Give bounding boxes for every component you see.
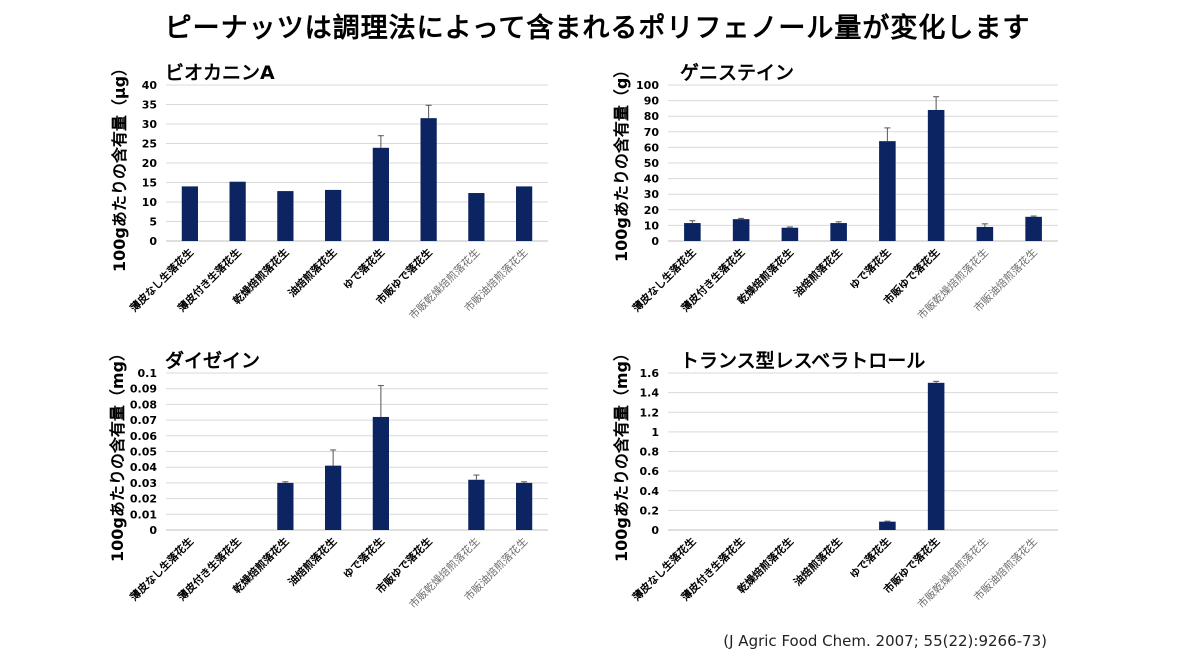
bar bbox=[181, 186, 198, 241]
bar bbox=[229, 181, 246, 241]
bar bbox=[516, 186, 533, 241]
y-tick-label: 0.02 bbox=[130, 493, 157, 506]
y-tick-label: 0.6 bbox=[640, 465, 660, 478]
chart-panel-daidzein: ダイゼイン 100gあたりの含有量（mg） 0 0.01 0.02 0.03 0.04 0… bbox=[0, 340, 590, 630]
y-tick-label: 40 bbox=[644, 173, 660, 186]
x-tick-label: 油焙煎落花生 bbox=[791, 535, 845, 589]
bar bbox=[372, 147, 389, 241]
bar bbox=[277, 191, 294, 241]
bar bbox=[684, 223, 701, 241]
y-tick-label: 0 bbox=[651, 235, 659, 248]
y-tick-label: 60 bbox=[644, 141, 660, 154]
y-tick-label: 1.6 bbox=[640, 367, 660, 380]
citation: (J Agric Food Chem. 2007; 55(22):9266-73… bbox=[723, 632, 1047, 650]
bar bbox=[516, 482, 533, 530]
bar bbox=[277, 482, 294, 530]
bar bbox=[468, 479, 485, 530]
bar bbox=[420, 118, 437, 241]
chart-title: ビオカニンA bbox=[165, 62, 275, 84]
y-tick-label: 0.04 bbox=[130, 461, 157, 474]
y-tick-label: 0.07 bbox=[130, 414, 157, 427]
y-tick-label: 0.8 bbox=[640, 446, 660, 459]
y-tick-label: 25 bbox=[142, 138, 157, 151]
y-tick-label: 100 bbox=[636, 79, 659, 92]
y-tick-label: 30 bbox=[142, 118, 158, 131]
y-tick-label: 0.03 bbox=[130, 477, 157, 490]
y-tick-label: 40 bbox=[142, 79, 158, 92]
y-tick-label: 0.08 bbox=[130, 398, 157, 411]
y-tick-label: 0.2 bbox=[640, 504, 660, 517]
bar-chart: 0510152025303540薄皮なし生落花生薄皮付き生落花生乾燥焙煎落花生油… bbox=[127, 79, 548, 322]
x-tick-label: ゆで落花生 bbox=[847, 535, 894, 582]
chart-panel-trans-resveratrol: トランス型レスベラトロール 100gあたりの含有量（mg） 0 0.2 0.4 0.6… bbox=[598, 340, 1188, 630]
bar-chart: 0 0.01 0.02 0.03 0.04 0.05 0.06 0.07 0.08 0.09 0.1… bbox=[127, 367, 548, 611]
bar bbox=[830, 223, 847, 241]
bar bbox=[325, 465, 342, 530]
x-tick-label: 油焙煎落花生 bbox=[286, 535, 340, 589]
bar bbox=[927, 382, 945, 530]
y-tick-label: 10 bbox=[142, 196, 158, 209]
y-tick-label: 0 bbox=[149, 524, 157, 537]
y-tick-label: 15 bbox=[142, 177, 157, 190]
bar bbox=[372, 416, 389, 530]
x-tick-label: ゆで落花生 bbox=[847, 246, 894, 293]
y-tick-label: 0 bbox=[149, 235, 157, 248]
y-tick-label: 0 bbox=[651, 524, 659, 537]
chart-title: ダイゼイン bbox=[165, 350, 261, 372]
y-tick-label: 50 bbox=[644, 157, 660, 170]
chart-panel-genistein: ゲニステイン 100gあたりの含有量（g） 0 10 20 30 40 50 60 70 80 9… bbox=[598, 50, 1188, 340]
chart-panel-biochanin-a: ビオカニンA 100gあたりの含有量（μg） 0 5 10 15 20 25 30 35 40 薄… bbox=[0, 50, 590, 340]
y-tick-label: 0.05 bbox=[130, 446, 157, 459]
y-tick-label: 1.4 bbox=[640, 387, 660, 400]
y-tick-label: 10 bbox=[644, 219, 660, 232]
bar bbox=[927, 109, 945, 242]
bar bbox=[732, 219, 750, 241]
bar bbox=[879, 141, 896, 241]
y-tick-label: 70 bbox=[644, 126, 660, 139]
y-tick-label: 20 bbox=[644, 204, 660, 217]
y-tick-label: 1.2 bbox=[640, 406, 660, 419]
y-tick-label: 30 bbox=[644, 188, 660, 201]
x-tick-label: ゆで落花生 bbox=[341, 535, 388, 582]
y-tick-label: 0.06 bbox=[130, 430, 157, 443]
y-tick-label: 0.01 bbox=[130, 508, 157, 521]
bar bbox=[781, 227, 799, 241]
bar-chart: 00.20.40.60.811.21.41.6薄皮なし生落花生薄皮付き生落花生乾… bbox=[630, 367, 1058, 611]
chart-title: ゲニステイン bbox=[680, 62, 795, 84]
page-title: ピーナッツは調理法によって含まれるポリフェノール量が変化します bbox=[164, 13, 1031, 44]
x-tick-label: 油焙煎落花生 bbox=[286, 246, 340, 300]
y-tick-label: 0.4 bbox=[640, 485, 660, 498]
bar bbox=[325, 189, 342, 241]
chart-title: トランス型レスベラトロール bbox=[680, 350, 926, 372]
y-tick-label: 80 bbox=[644, 110, 660, 123]
x-tick-label: 油焙煎落花生 bbox=[791, 246, 845, 300]
y-tick-label: 0.09 bbox=[130, 383, 157, 396]
y-tick-label: 20 bbox=[142, 157, 158, 170]
y-tick-label: 1 bbox=[651, 426, 659, 439]
x-tick-label: ゆで落花生 bbox=[341, 246, 388, 293]
y-tick-label: 5 bbox=[149, 216, 157, 229]
bar bbox=[1025, 216, 1042, 241]
bar bbox=[976, 226, 994, 241]
y-tick-label: 0.1 bbox=[138, 367, 158, 380]
y-tick-label: 90 bbox=[644, 95, 660, 108]
y-tick-label: 35 bbox=[142, 99, 157, 112]
bar bbox=[468, 193, 485, 241]
bar bbox=[879, 521, 896, 530]
bar-chart: 0102030405060708090100薄皮なし生落花生薄皮付き生落花生乾燥… bbox=[630, 79, 1058, 322]
